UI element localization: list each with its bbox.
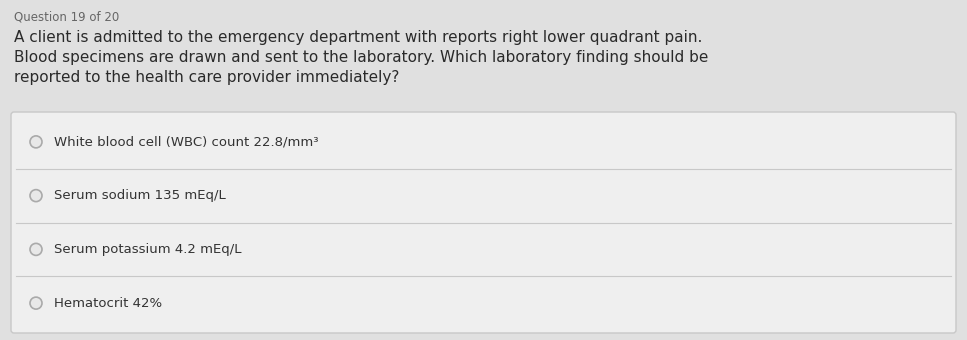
Text: Serum sodium 135 mEq/L: Serum sodium 135 mEq/L <box>54 189 225 202</box>
Text: Question 19 of 20: Question 19 of 20 <box>14 10 119 23</box>
Text: Blood specimens are drawn and sent to the laboratory. Which laboratory finding s: Blood specimens are drawn and sent to th… <box>14 50 709 65</box>
Circle shape <box>30 297 42 309</box>
Circle shape <box>30 190 42 202</box>
Text: Serum potassium 4.2 mEq/L: Serum potassium 4.2 mEq/L <box>54 243 242 256</box>
FancyBboxPatch shape <box>11 112 956 333</box>
Text: Hematocrit 42%: Hematocrit 42% <box>54 296 162 310</box>
Circle shape <box>30 136 42 148</box>
Text: White blood cell (WBC) count 22.8/mm³: White blood cell (WBC) count 22.8/mm³ <box>54 135 318 148</box>
Text: A client is admitted to the emergency department with reports right lower quadra: A client is admitted to the emergency de… <box>14 30 702 45</box>
Circle shape <box>30 243 42 255</box>
Text: reported to the health care provider immediately?: reported to the health care provider imm… <box>14 70 399 85</box>
